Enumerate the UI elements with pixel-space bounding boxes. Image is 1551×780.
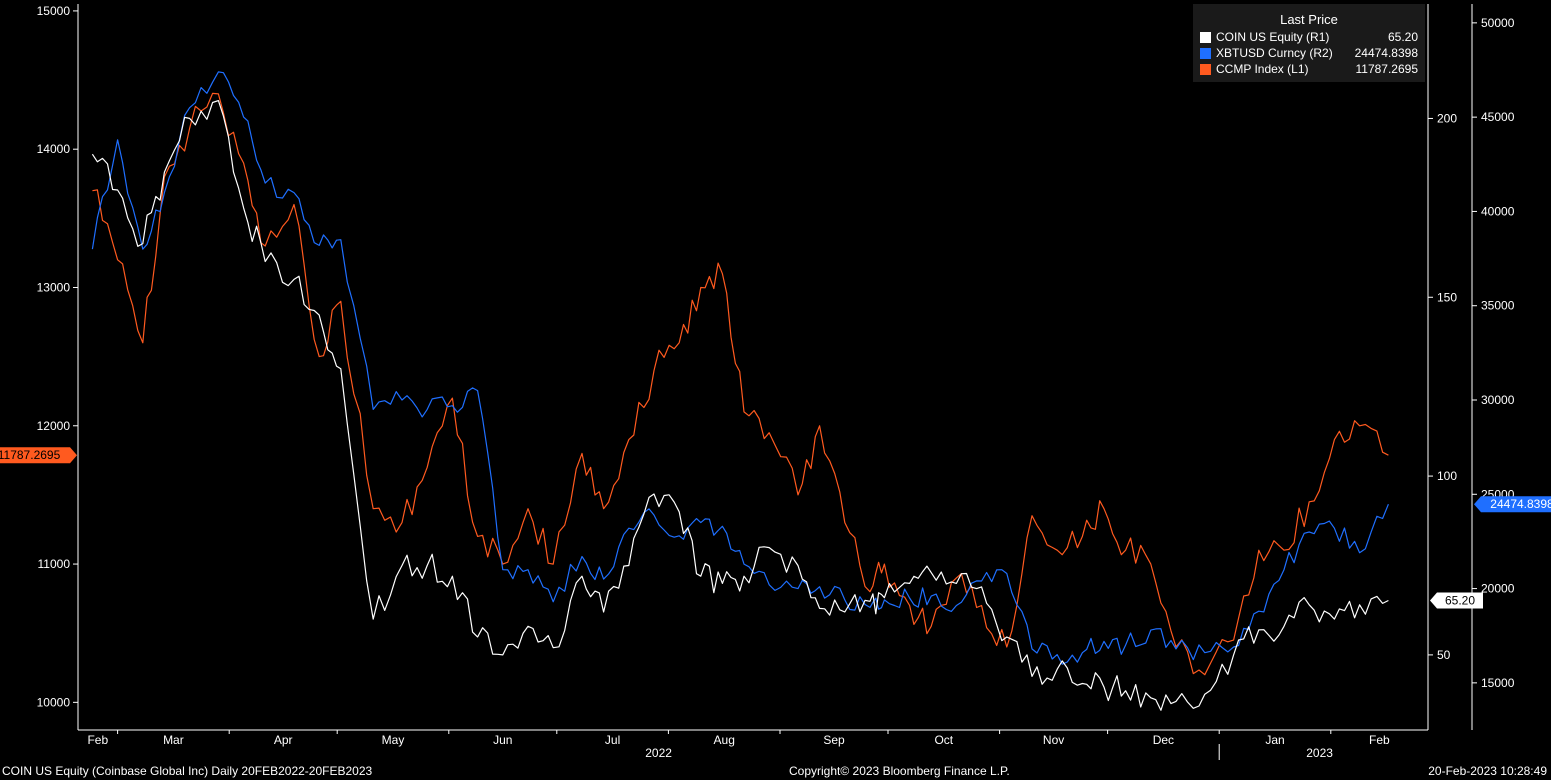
year-label-2022: 2022 — [645, 746, 672, 760]
x-tick-label: Jun — [493, 733, 512, 747]
x-tick-label: Jul — [605, 733, 620, 747]
x-tick-label: Dec — [1153, 733, 1174, 747]
legend-entry-xbtusd: XBTUSD Curncy (R2) 24474.8398 — [1200, 46, 1422, 62]
r2-tick-label: 15000 — [1481, 676, 1515, 690]
x-tick-label: Aug — [714, 733, 735, 747]
r1-tick-label: 100 — [1437, 469, 1457, 483]
legend-name-xbtusd: XBTUSD Curncy — [1216, 46, 1307, 60]
series-line-ccmp — [92, 92, 1389, 676]
x-tick-label: Feb — [1369, 733, 1390, 747]
series-line-xbtusd — [91, 71, 1389, 665]
legend-title: Last Price — [1280, 12, 1338, 27]
legend-swatch-coin — [1200, 32, 1211, 43]
x-tick-label: May — [382, 733, 405, 747]
x-tick-label: Nov — [1043, 733, 1064, 747]
r2-tick-label: 40000 — [1481, 204, 1515, 218]
series-line-coin — [91, 100, 1389, 711]
legend-swatch-xbtusd — [1200, 48, 1211, 59]
x-tick-label: Sep — [823, 733, 845, 747]
legend-value-ccmp: 11787.2695 — [1355, 62, 1418, 76]
last-value-flag-ccmp: 11787.2695 — [0, 448, 61, 462]
footer-right: 20-Feb-2023 10:28:49 — [1428, 764, 1547, 778]
last-value-flag-ccmp-shape — [0, 447, 77, 464]
r2-tick-label: 30000 — [1481, 393, 1515, 407]
legend-entry-ccmp: CCMP Index (L1) 11787.2695 — [1200, 62, 1422, 78]
last-value-flag-xbtusd-shape — [1474, 496, 1551, 513]
legend-value-coin: 65.20 — [1387, 30, 1418, 44]
last-value-flag-coin: 65.20 — [1445, 594, 1475, 608]
left-tick-label: 10000 — [37, 695, 71, 709]
legend-value-xbtusd: 24474.8398 — [1354, 46, 1418, 60]
legend-name-ccmp: CCMP Index — [1216, 62, 1284, 76]
footer-left: COIN US Equity (Coinbase Global Inc) Dai… — [2, 764, 373, 778]
r1-tick-label: 50 — [1437, 648, 1451, 662]
legend-swatch-ccmp — [1200, 64, 1211, 75]
r2-tick-label: 20000 — [1481, 582, 1515, 596]
left-tick-label: 13000 — [37, 280, 71, 294]
year-label-2023: 2023 — [1306, 746, 1333, 760]
r1-tick-label: 150 — [1437, 290, 1457, 304]
r2-tick-label: 50000 — [1481, 16, 1515, 30]
legend-name-coin: COIN US Equity — [1216, 30, 1303, 44]
legend-axis-xbtusd: (R2) — [1309, 46, 1333, 60]
legend-axis-ccmp: (L1) — [1287, 62, 1309, 76]
x-tick-label: Jan — [1265, 733, 1284, 747]
x-tick-label: Oct — [934, 733, 953, 747]
left-tick-label: 11000 — [38, 557, 71, 571]
r2-tick-label: 35000 — [1481, 299, 1515, 313]
footer-center: Copyright© 2023 Bloomberg Finance L.P. — [789, 764, 1010, 778]
x-tick-label: Mar — [163, 733, 184, 747]
x-tick-label: Apr — [274, 733, 293, 747]
last-value-flag-xbtusd: 24474.8398 — [1490, 497, 1551, 511]
left-tick-label: 14000 — [37, 142, 71, 156]
legend-entry-coin: COIN US Equity (R1) 65.20 — [1200, 30, 1422, 46]
x-tick-label: Feb — [87, 733, 108, 747]
last-value-flag-coin-shape — [1430, 592, 1483, 609]
left-tick-label: 12000 — [37, 419, 71, 433]
left-tick-label: 15000 — [37, 4, 71, 18]
legend-axis-coin: (R1) — [1306, 30, 1330, 44]
r2-tick-label: 45000 — [1481, 110, 1515, 124]
r1-tick-label: 200 — [1437, 111, 1457, 125]
legend: Last Price COIN US Equity (R1) 65.20 XBT… — [1193, 4, 1425, 82]
